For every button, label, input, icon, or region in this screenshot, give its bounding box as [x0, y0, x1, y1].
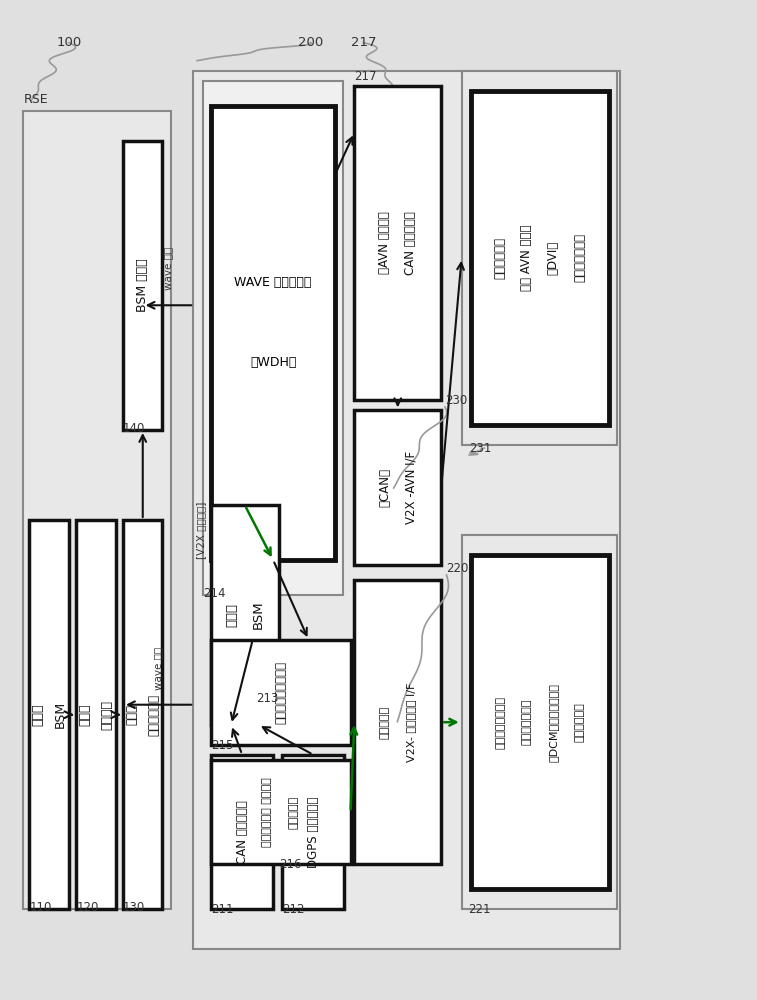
Bar — [462, 71, 616, 445]
Bar — [354, 410, 441, 565]
Bar — [462, 535, 616, 909]
Bar — [210, 640, 350, 745]
Text: 200: 200 — [298, 36, 323, 49]
Text: DGPS 信息收集部: DGPS 信息收集部 — [307, 796, 319, 868]
Text: 生成部: 生成部 — [225, 603, 238, 627]
Text: 110: 110 — [30, 901, 51, 914]
Text: 211: 211 — [210, 903, 233, 916]
Bar — [203, 81, 343, 595]
Text: BSM: BSM — [251, 601, 264, 629]
Text: 行驶限制信息: 行驶限制信息 — [147, 694, 160, 736]
Bar — [354, 86, 441, 400]
Bar — [282, 755, 344, 909]
Text: 数据变换部: 数据变换部 — [289, 796, 299, 829]
Bar — [123, 141, 163, 430]
Bar — [123, 520, 163, 909]
Text: 217: 217 — [350, 36, 376, 49]
Text: （WDH）: （WDH） — [250, 356, 296, 369]
Text: 230: 230 — [445, 394, 467, 407]
Text: CAN 信息生成部: CAN 信息生成部 — [404, 211, 418, 275]
Text: （以太网）: （以太网） — [379, 706, 390, 739]
Bar — [210, 755, 273, 909]
Text: CAN 信息收集部: CAN 信息收集部 — [235, 800, 248, 864]
Text: 214: 214 — [203, 587, 226, 600]
Text: 220: 220 — [447, 562, 469, 575]
Text: WAVE 数据处理器: WAVE 数据处理器 — [235, 276, 312, 289]
Text: 130: 130 — [123, 901, 145, 914]
Text: （综合控制器 传输用）: （综合控制器 传输用） — [263, 777, 273, 847]
Bar — [471, 555, 609, 889]
Text: 140: 140 — [123, 422, 145, 435]
Text: wave 通信: wave 通信 — [154, 647, 164, 690]
Text: [V2X 安全单元]: [V2X 安全单元] — [196, 501, 206, 559]
Text: RSE: RSE — [24, 93, 48, 106]
Text: 215: 215 — [210, 739, 233, 752]
Bar — [210, 106, 335, 560]
Text: （DVI）: （DVI） — [547, 241, 559, 275]
Text: 驾驶控制模块: 驾驶控制模块 — [575, 702, 584, 742]
Text: 显示车辆状态: 显示车辆状态 — [494, 237, 506, 279]
Bar — [210, 760, 350, 864]
Text: 等信息而控制行驶: 等信息而控制行驶 — [495, 696, 505, 749]
Text: 行驶信息: 行驶信息 — [100, 700, 114, 730]
Text: 驾驶员车辆界面: 驾驶员车辆界面 — [573, 233, 586, 282]
Bar — [193, 71, 620, 949]
Text: 212: 212 — [282, 903, 304, 916]
Text: （CAN）: （CAN） — [378, 468, 391, 507]
Text: 分析部: 分析部 — [79, 703, 92, 726]
Text: V2X- 综合控制器 I/F: V2X- 综合控制器 I/F — [406, 683, 416, 762]
Text: 213: 213 — [256, 692, 279, 705]
Text: 100: 100 — [56, 36, 81, 49]
Text: 231: 231 — [469, 442, 491, 455]
Text: （AVN 传输用）: （AVN 传输用） — [378, 211, 391, 274]
Text: 接收部: 接收部 — [32, 703, 45, 726]
Bar — [30, 520, 69, 909]
Bar — [471, 91, 609, 425]
Bar — [76, 520, 116, 909]
Text: 217: 217 — [354, 70, 377, 83]
Bar — [354, 580, 441, 864]
Text: 216: 216 — [279, 858, 301, 871]
Text: wave 通信: wave 通信 — [164, 247, 173, 290]
Text: 接收速度、驻车: 接收速度、驻车 — [522, 699, 531, 745]
Text: 120: 120 — [76, 901, 98, 914]
Text: 行驶限制信息分析部: 行驶限制信息分析部 — [274, 661, 287, 724]
Bar — [23, 111, 171, 909]
Text: （DCM）驻车（档位）: （DCM）驻车（档位） — [548, 683, 558, 762]
Text: BSM: BSM — [53, 701, 67, 728]
Text: 生成部: 生成部 — [126, 704, 139, 725]
Text: －与 AVN 联动而: －与 AVN 联动而 — [520, 225, 533, 291]
Bar — [210, 505, 279, 725]
Text: BSM 传输部: BSM 传输部 — [136, 258, 149, 312]
Text: V2X -AVN I/F: V2X -AVN I/F — [404, 451, 418, 524]
Text: 221: 221 — [468, 903, 491, 916]
